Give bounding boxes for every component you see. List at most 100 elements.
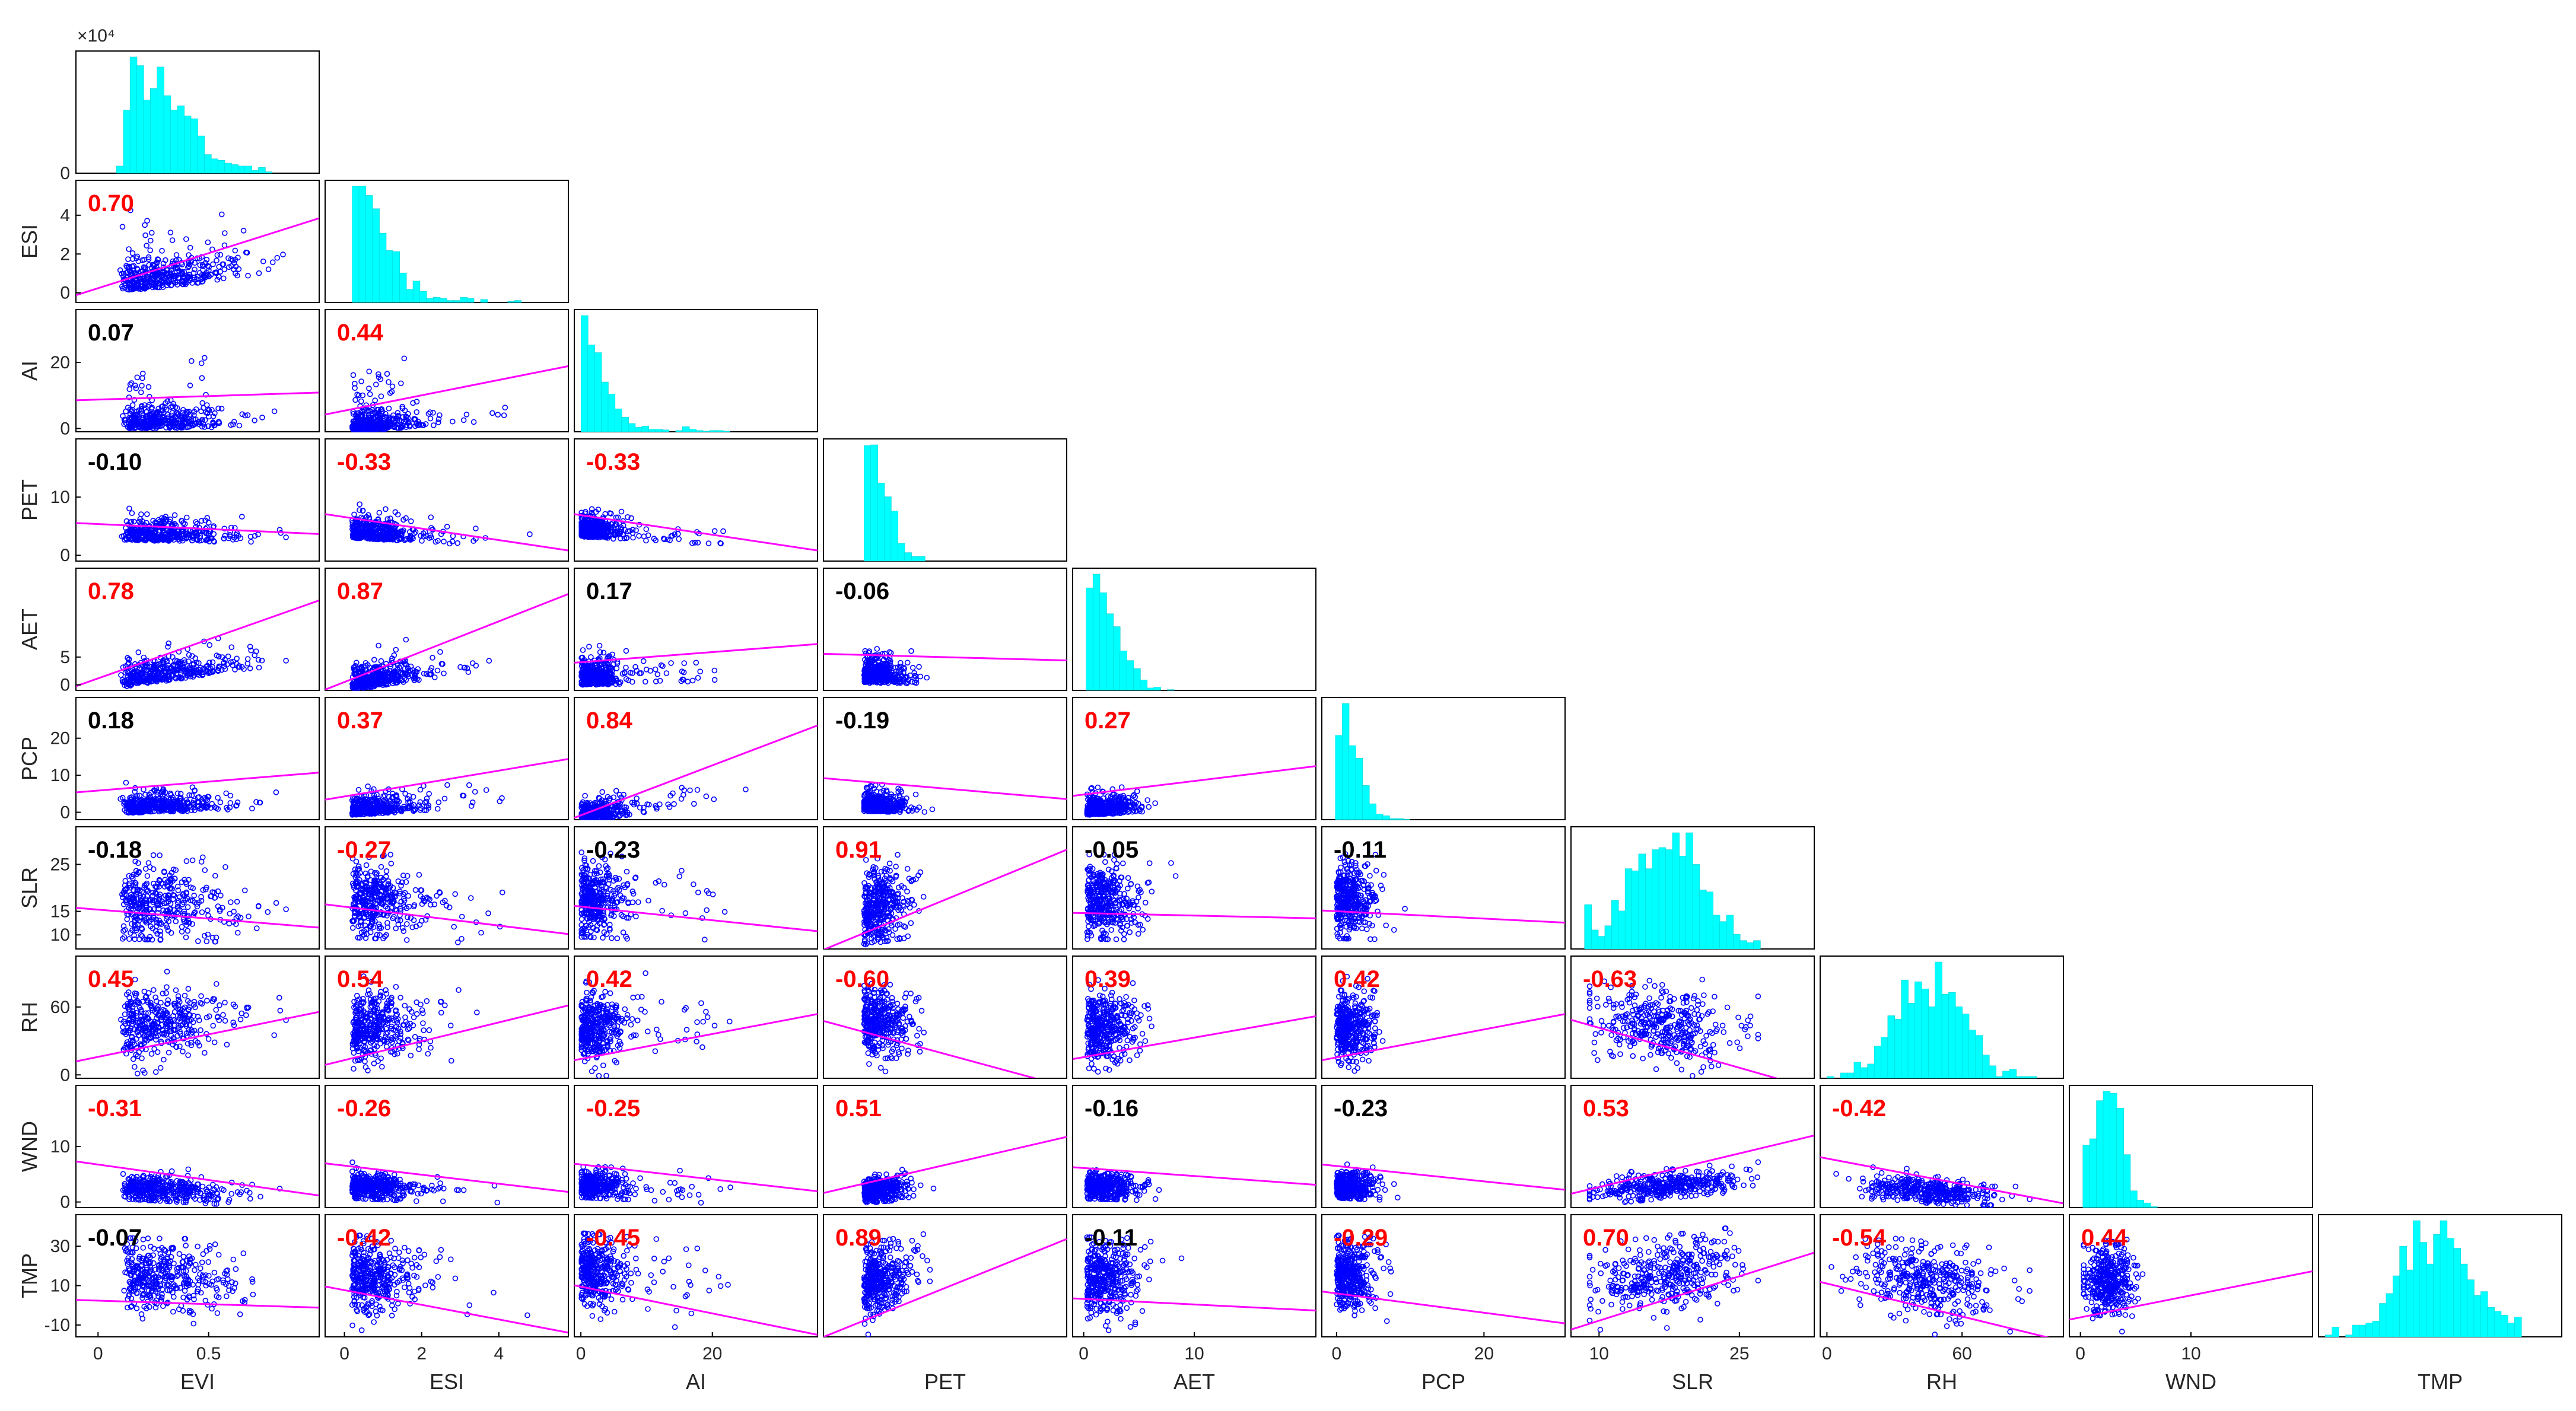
corr-label-panel-pcp-vs-esi: 0.37	[337, 708, 383, 734]
scatter-point	[148, 237, 154, 244]
hist-bar-evi-22	[224, 163, 232, 174]
scatter-point	[449, 418, 456, 425]
scatter-point	[180, 281, 186, 287]
hist-bar-esi-7	[372, 208, 380, 303]
scatter-point	[215, 405, 221, 412]
ytick-label-pet: 0	[60, 546, 70, 565]
scatter-point	[188, 358, 195, 364]
hist-bar-esi-13	[412, 281, 421, 303]
scatter-point	[199, 279, 205, 285]
scatter-point	[160, 415, 166, 421]
scatter-point	[148, 417, 154, 423]
hist-bar-ai-21	[715, 430, 724, 432]
hist-bar-ai-13	[662, 429, 670, 432]
scatter-point	[233, 270, 238, 277]
scatter-point	[187, 244, 193, 251]
corr-label-panel-ai-vs-evi: 0.07	[88, 320, 134, 346]
hist-bar-pet-14	[918, 556, 926, 562]
scatter-point	[214, 252, 221, 258]
corr-label-panel-aet-vs-esi: 0.87	[337, 578, 383, 604]
ytick-label-esi: 2	[60, 244, 70, 264]
hist-bar-ai-18	[695, 430, 704, 432]
scatter-point	[375, 371, 381, 377]
scatter-point	[135, 258, 142, 265]
hist-bar-aet-12	[1153, 687, 1161, 691]
hist-bar-esi-28	[514, 300, 522, 303]
ytick-label-esi: 0	[60, 284, 70, 303]
hist-bar-evi-27	[258, 167, 266, 174]
scatter-point	[236, 422, 243, 429]
scatter-point	[172, 279, 179, 286]
scatter-point	[216, 420, 222, 426]
scatter-point	[164, 420, 170, 426]
scatter-point	[201, 355, 208, 361]
hist-bar-ai-10	[641, 426, 650, 432]
hist-bar-evi-12	[157, 66, 164, 174]
scatter-point	[181, 269, 187, 275]
scatter-point	[155, 418, 162, 425]
scatter-point	[147, 278, 154, 284]
scatter-point	[198, 360, 205, 367]
hist-bar-evi-15	[177, 106, 185, 174]
scatter-point	[166, 414, 171, 421]
scatter-point	[156, 411, 163, 418]
scatter-point	[210, 413, 217, 419]
scatter-point	[129, 402, 136, 408]
hist-bar-evi-11	[150, 88, 158, 174]
hist-bar-esi-9	[386, 250, 393, 303]
hist-bar-ai-16	[682, 426, 690, 432]
scatter-point	[202, 260, 209, 266]
hist-bar-esi-23	[480, 299, 488, 303]
scatter-point	[138, 286, 144, 292]
hist-bar-aet-4	[1099, 593, 1107, 691]
hist-bar-aet-10	[1140, 680, 1148, 691]
scatter-point	[192, 260, 198, 266]
scatter-point	[152, 272, 159, 278]
scatter-point	[154, 256, 161, 262]
hist-bar-esi-5	[358, 186, 367, 303]
ytick-label-pcp: 20	[50, 729, 70, 749]
scatter-point	[122, 420, 129, 426]
scatter-point	[230, 421, 236, 428]
scatter-point	[203, 256, 210, 263]
scatter-point	[196, 419, 202, 425]
scatter-point	[126, 386, 133, 393]
scatter-point	[160, 284, 166, 291]
hist-bar-esi-15	[426, 298, 434, 303]
scatter-point	[242, 412, 248, 419]
hist-bar-ai-7	[621, 416, 629, 432]
scatter-point	[221, 266, 228, 273]
hist-bar-esi-11	[399, 272, 407, 303]
scatter-point	[170, 273, 176, 280]
fit-line-panel-esi-vs-evi	[76, 217, 319, 297]
scatter-point	[350, 372, 357, 378]
scatter-point	[162, 257, 168, 263]
hist-bar-aet-5	[1106, 613, 1114, 691]
scatter-point	[138, 389, 144, 396]
hist-bar-pet-8	[877, 482, 885, 562]
scatter-point	[132, 383, 138, 388]
scatter-point	[437, 412, 443, 418]
scatter-point	[170, 400, 177, 407]
ytick-label-aet: 5	[60, 648, 70, 667]
scatter-point	[145, 254, 152, 260]
hist-bar-evi-18	[197, 135, 205, 174]
hist-bar-esi-12	[406, 289, 414, 303]
hist-bar-aet-8	[1126, 660, 1134, 691]
scatter-point	[221, 230, 228, 236]
hist-bar-esi-4	[352, 186, 360, 303]
corr-label-panel-pet-vs-evi: -0.10	[88, 449, 142, 475]
corr-label-panel-ai-vs-esi: 0.44	[337, 320, 384, 346]
scatter-point	[231, 419, 237, 425]
fit-line-panel-ai-vs-evi	[76, 391, 319, 402]
scatter-point	[152, 284, 159, 289]
hist-bar-ai-9	[635, 427, 643, 432]
scatter-point	[243, 249, 249, 256]
panel-pet-vs-pet	[823, 438, 1067, 562]
hist-bar-ai-20	[709, 430, 717, 432]
scatter-point	[128, 408, 135, 415]
scatter-point	[167, 424, 173, 430]
scatter-point	[193, 420, 199, 426]
scatter-point	[117, 267, 123, 273]
